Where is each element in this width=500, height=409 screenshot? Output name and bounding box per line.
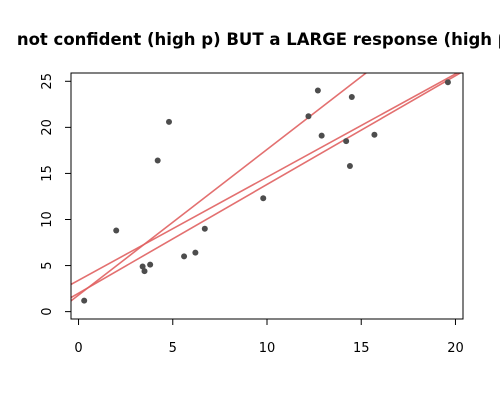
chart-title: not confident (high p) BUT a LARGE respo… [17,30,500,49]
data-point-13 [314,87,321,94]
plot-box [70,72,464,320]
data-point-6 [154,157,161,164]
x-axis: 0 5 10 15 20 [74,319,464,356]
data-point-11 [260,195,267,202]
data-point-12 [305,113,312,120]
regression-line-2 [71,73,462,299]
data-point-3 [139,263,146,270]
data-point-18 [371,131,378,138]
data-point-15 [343,138,350,145]
x-tick-label-20: 20 [447,341,464,356]
x-tick-label-0: 0 [74,341,82,356]
y-tick-label-20: 20 [40,119,55,136]
regression-line-3 [71,73,459,286]
data-point-7 [166,118,172,125]
data-point-9 [192,249,199,256]
data-point-19 [444,79,451,86]
data-point-14 [318,132,325,139]
y-tick-label-10: 10 [40,211,55,228]
data-point-10 [201,225,208,232]
y-tick-label-25: 25 [40,73,55,90]
x-tick-label-15: 15 [353,341,370,356]
x-tick-label-10: 10 [259,341,276,356]
data-point-4 [141,268,148,275]
x-tick-label-5: 5 [169,341,177,356]
data-point-5 [147,261,154,268]
y-axis: 0 5 10 15 20 25 [40,73,71,316]
data-point-8 [181,253,188,260]
y-tick-label-5: 5 [40,261,55,269]
regression-line-1 [71,73,368,302]
data-point-2 [113,227,120,234]
data-point-17 [348,93,355,100]
data-point-16 [346,163,353,170]
y-tick-label-15: 15 [40,165,55,182]
data-point-1 [81,297,88,304]
y-tick-label-0: 0 [40,307,55,315]
